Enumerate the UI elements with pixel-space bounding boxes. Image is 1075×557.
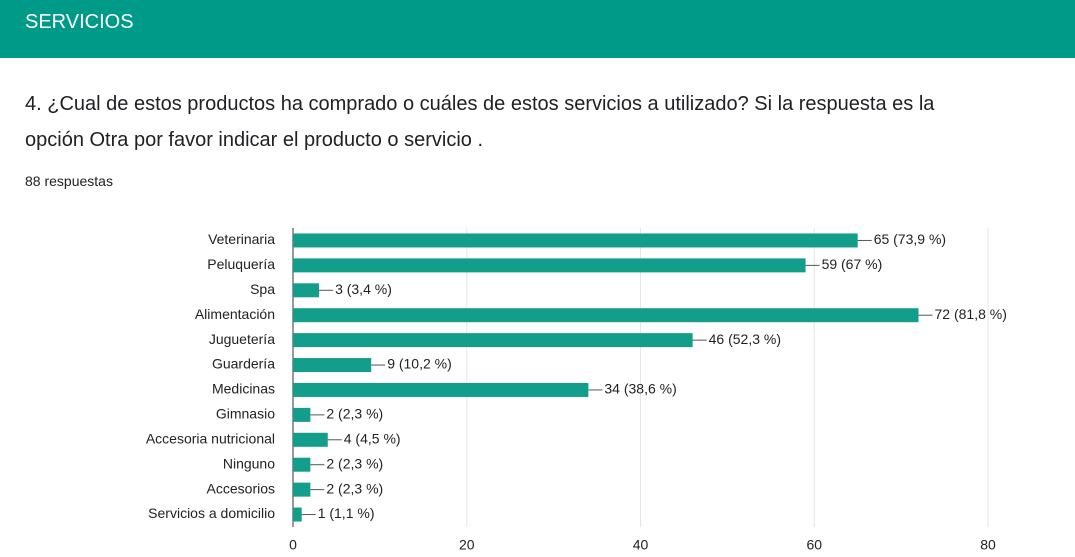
y-tick-label: Medicinas bbox=[212, 381, 275, 397]
bar bbox=[293, 407, 311, 422]
data-label: 4 (4,5 %) bbox=[344, 430, 401, 446]
y-tick-label: Peluquería bbox=[207, 256, 275, 272]
data-label: 59 (67 %) bbox=[822, 256, 883, 272]
data-label: 72 (81,8 %) bbox=[935, 306, 1007, 322]
x-tick-label: 60 bbox=[806, 537, 822, 553]
y-tick-label: Spa bbox=[250, 281, 275, 297]
data-label: 3 (3,4 %) bbox=[335, 281, 392, 297]
y-tick-label: Alimentación bbox=[195, 306, 275, 322]
bar bbox=[293, 333, 693, 348]
data-label: 2 (2,3 %) bbox=[326, 455, 383, 471]
bar bbox=[293, 258, 806, 273]
header: SERVICIOS bbox=[0, 0, 1075, 58]
bar bbox=[293, 382, 589, 397]
y-tick-label: Gimnasio bbox=[216, 406, 275, 422]
y-tick-label: Accesorios bbox=[207, 480, 275, 496]
data-label: 34 (38,6 %) bbox=[604, 381, 676, 397]
x-tick-label: 20 bbox=[459, 537, 475, 553]
bar bbox=[293, 308, 919, 323]
x-tick-label: 0 bbox=[289, 537, 297, 553]
bar bbox=[293, 358, 372, 373]
header-title: SERVICIOS bbox=[25, 11, 134, 33]
bar bbox=[293, 283, 320, 298]
y-tick-label: Veterinaria bbox=[208, 231, 275, 247]
bar bbox=[293, 233, 858, 248]
y-tick-label: Juguetería bbox=[209, 331, 275, 347]
bar bbox=[293, 457, 311, 472]
response-count: 88 respuestas bbox=[25, 173, 113, 189]
data-label: 2 (2,3 %) bbox=[326, 406, 383, 422]
data-label: 2 (2,3 %) bbox=[326, 480, 383, 496]
data-label: 1 (1,1 %) bbox=[318, 505, 375, 521]
x-tick-label: 40 bbox=[633, 537, 649, 553]
y-tick-label: Guardería bbox=[212, 356, 275, 372]
bar bbox=[293, 482, 311, 497]
y-tick-label: Ninguno bbox=[223, 455, 275, 471]
x-tick-label: 80 bbox=[980, 537, 996, 553]
data-label: 65 (73,9 %) bbox=[874, 231, 946, 247]
y-tick-label: Accesoria nutricional bbox=[146, 430, 275, 446]
question: 4. ¿Cual de estos productos ha comprado … bbox=[25, 93, 935, 151]
bar bbox=[293, 432, 328, 447]
y-tick-label: Servicios a domicilio bbox=[148, 505, 275, 521]
data-label: 46 (52,3 %) bbox=[709, 331, 781, 347]
data-label: 9 (10,2 %) bbox=[387, 356, 452, 372]
bar bbox=[293, 507, 302, 522]
